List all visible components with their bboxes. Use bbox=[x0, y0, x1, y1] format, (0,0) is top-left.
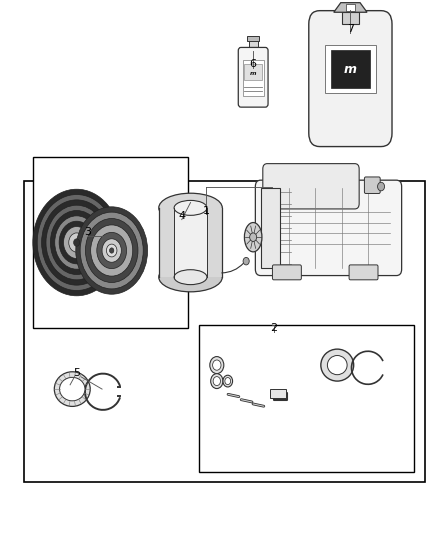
Ellipse shape bbox=[321, 349, 354, 381]
FancyBboxPatch shape bbox=[364, 177, 380, 193]
Circle shape bbox=[97, 232, 127, 269]
Polygon shape bbox=[334, 3, 367, 12]
Circle shape bbox=[106, 244, 117, 257]
FancyBboxPatch shape bbox=[255, 180, 402, 276]
Circle shape bbox=[74, 239, 80, 246]
Text: 7: 7 bbox=[347, 25, 354, 34]
Circle shape bbox=[85, 219, 138, 282]
Ellipse shape bbox=[54, 372, 90, 407]
Bar bbox=[331, 50, 370, 88]
Text: 2: 2 bbox=[270, 323, 277, 333]
Bar bbox=[243, 60, 264, 96]
FancyBboxPatch shape bbox=[272, 265, 301, 280]
Bar bbox=[174, 208, 207, 277]
Bar bbox=[159, 208, 222, 277]
FancyBboxPatch shape bbox=[309, 11, 392, 147]
FancyBboxPatch shape bbox=[349, 265, 378, 280]
Text: 1: 1 bbox=[202, 206, 209, 215]
Circle shape bbox=[110, 248, 114, 253]
Ellipse shape bbox=[244, 222, 262, 252]
Bar bbox=[33, 157, 188, 328]
Text: 6: 6 bbox=[250, 59, 257, 69]
Bar bbox=[24, 181, 425, 482]
Circle shape bbox=[50, 211, 103, 274]
Circle shape bbox=[102, 239, 121, 262]
Ellipse shape bbox=[327, 356, 347, 375]
Circle shape bbox=[378, 182, 385, 191]
Ellipse shape bbox=[210, 357, 224, 374]
Circle shape bbox=[76, 207, 148, 294]
Circle shape bbox=[69, 233, 85, 252]
Circle shape bbox=[64, 227, 90, 259]
FancyBboxPatch shape bbox=[263, 164, 359, 209]
Circle shape bbox=[91, 225, 133, 276]
Ellipse shape bbox=[213, 377, 220, 385]
Text: 3: 3 bbox=[84, 227, 91, 237]
Ellipse shape bbox=[159, 262, 222, 292]
Text: m: m bbox=[344, 63, 357, 76]
Text: 5: 5 bbox=[73, 368, 80, 378]
Ellipse shape bbox=[223, 375, 233, 387]
Bar bbox=[244, 64, 262, 80]
Text: 4: 4 bbox=[178, 211, 185, 221]
Circle shape bbox=[46, 205, 107, 280]
Text: m: m bbox=[250, 70, 256, 76]
Circle shape bbox=[42, 200, 112, 285]
FancyBboxPatch shape bbox=[238, 47, 268, 107]
Circle shape bbox=[59, 221, 94, 264]
Ellipse shape bbox=[174, 200, 207, 215]
Circle shape bbox=[250, 233, 257, 241]
Circle shape bbox=[243, 257, 249, 265]
Bar bbox=[199, 325, 414, 472]
Bar bbox=[270, 389, 286, 398]
Bar bbox=[249, 40, 258, 52]
Ellipse shape bbox=[212, 360, 221, 370]
Bar bbox=[325, 45, 376, 93]
Bar bbox=[261, 188, 280, 268]
Ellipse shape bbox=[60, 377, 85, 401]
Polygon shape bbox=[346, 4, 355, 11]
Circle shape bbox=[37, 195, 116, 290]
Bar bbox=[247, 36, 259, 41]
Circle shape bbox=[55, 216, 99, 269]
Ellipse shape bbox=[211, 374, 223, 389]
Ellipse shape bbox=[159, 193, 222, 223]
Ellipse shape bbox=[174, 270, 207, 285]
Circle shape bbox=[33, 189, 120, 296]
Ellipse shape bbox=[225, 377, 231, 385]
Circle shape bbox=[80, 212, 143, 289]
Bar bbox=[342, 12, 359, 24]
